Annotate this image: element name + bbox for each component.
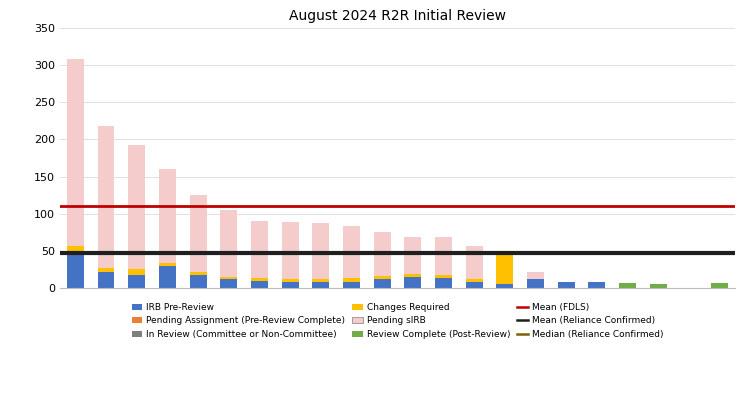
Bar bbox=[282, 222, 298, 279]
Bar bbox=[589, 282, 605, 288]
Bar bbox=[220, 277, 237, 279]
Bar bbox=[404, 277, 422, 288]
Bar bbox=[374, 276, 391, 279]
Bar bbox=[496, 284, 513, 288]
Bar bbox=[374, 279, 391, 288]
Bar bbox=[67, 246, 84, 252]
Bar bbox=[251, 280, 268, 288]
Bar bbox=[98, 272, 115, 288]
Bar bbox=[496, 252, 513, 254]
Bar bbox=[466, 282, 483, 288]
Bar bbox=[711, 283, 728, 288]
Bar bbox=[435, 278, 452, 288]
Bar bbox=[312, 223, 329, 279]
Bar bbox=[190, 272, 206, 275]
Bar bbox=[650, 284, 667, 288]
Bar bbox=[128, 270, 146, 275]
Bar bbox=[251, 221, 268, 278]
Bar bbox=[159, 263, 176, 266]
Legend: IRB Pre-Review, Pending Assignment (Pre-Review Complete), In Review (Committee o: IRB Pre-Review, Pending Assignment (Pre-… bbox=[131, 303, 664, 339]
Bar bbox=[374, 232, 391, 276]
Bar bbox=[190, 195, 206, 272]
Bar bbox=[466, 246, 483, 279]
Bar bbox=[220, 279, 237, 288]
Bar bbox=[98, 268, 115, 272]
Bar bbox=[67, 252, 84, 288]
Bar bbox=[312, 279, 329, 282]
Bar bbox=[159, 169, 176, 263]
Bar bbox=[527, 279, 544, 288]
Title: August 2024 R2R Initial Review: August 2024 R2R Initial Review bbox=[289, 9, 506, 23]
Bar bbox=[527, 272, 544, 279]
Bar bbox=[435, 238, 452, 275]
Bar bbox=[343, 278, 360, 282]
Bar bbox=[190, 275, 206, 288]
Bar bbox=[128, 145, 146, 270]
Bar bbox=[67, 59, 84, 246]
Bar bbox=[496, 254, 513, 284]
Bar bbox=[159, 266, 176, 288]
Bar bbox=[251, 278, 268, 280]
Bar bbox=[466, 279, 483, 282]
Bar bbox=[282, 282, 298, 288]
Bar bbox=[220, 210, 237, 277]
Bar bbox=[282, 279, 298, 282]
Bar bbox=[404, 237, 422, 274]
Bar bbox=[343, 226, 360, 278]
Bar bbox=[620, 283, 636, 288]
Bar bbox=[435, 275, 452, 278]
Bar bbox=[558, 282, 574, 288]
Bar bbox=[128, 275, 146, 288]
Bar bbox=[312, 282, 329, 288]
Bar bbox=[343, 282, 360, 288]
Bar bbox=[98, 126, 115, 268]
Bar bbox=[404, 274, 422, 277]
